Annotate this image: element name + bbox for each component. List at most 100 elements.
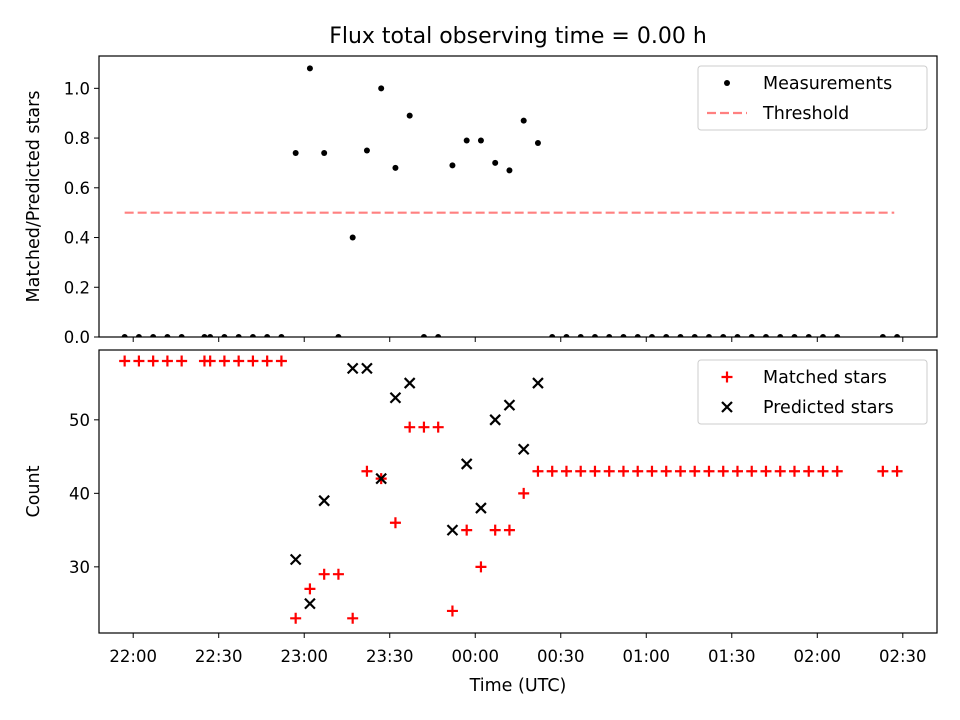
xtick-label: 22:00 <box>109 647 157 666</box>
matched-stars-point <box>817 465 829 477</box>
matched-stars-point <box>432 421 444 433</box>
matched-stars-point <box>218 355 230 367</box>
top-ytick-label: 0.4 <box>64 229 90 248</box>
matched-stars-point <box>233 355 245 367</box>
measurements-point <box>435 334 442 337</box>
matched-stars-point <box>632 465 644 477</box>
measurements-point <box>720 334 727 337</box>
measurements-point <box>150 334 157 337</box>
measurements-point <box>463 137 470 144</box>
matched-stars-point <box>703 465 715 477</box>
matched-stars-point <box>461 524 473 536</box>
bottom-ytick-label: 50 <box>69 411 90 430</box>
bottom-legend-box <box>697 359 928 425</box>
matched-stars-point <box>261 355 273 367</box>
measurements-point <box>506 167 513 174</box>
matched-stars-point <box>831 465 843 477</box>
top-ytick-label: 0.0 <box>64 328 90 347</box>
measurements-point <box>292 149 299 156</box>
predicted-stars-point <box>517 443 530 456</box>
measurements-point <box>748 334 755 337</box>
predicted-stars-legend-swatch <box>721 401 733 413</box>
top-data-area <box>121 65 901 337</box>
predicted-stars-point <box>532 377 544 389</box>
measurements-point <box>663 334 670 337</box>
predicted-stars-point <box>304 597 316 610</box>
measurements-point <box>648 334 655 337</box>
matched-stars-point <box>133 355 145 367</box>
measurements-point <box>135 334 142 337</box>
matched-stars-point <box>646 465 658 477</box>
xtick-label: 22:30 <box>195 647 243 666</box>
matched-stars-point <box>247 355 259 367</box>
matched-stars-point <box>803 465 815 477</box>
measurements-point <box>278 334 285 337</box>
matched-stars-point <box>532 465 544 477</box>
measurements-point <box>534 140 541 147</box>
top-ytick-label: 0.2 <box>64 278 90 297</box>
matched-stars-point <box>731 465 743 477</box>
matched-stars-point <box>418 421 430 433</box>
predicted-stars-point <box>318 494 330 507</box>
predicted-stars-point <box>503 399 516 411</box>
chart-title: Flux total observing time = 0.00 h <box>329 24 707 49</box>
matched-stars-point <box>560 465 572 477</box>
matched-stars-point <box>304 583 316 595</box>
matched-stars-point <box>489 524 501 536</box>
bottom-y-axis-label: Count <box>24 465 44 517</box>
matched-stars-point <box>119 355 131 367</box>
measurements-point <box>819 334 826 337</box>
measurements-point <box>306 65 313 72</box>
matched-stars-point <box>446 605 458 617</box>
measurements-point <box>805 334 812 337</box>
measurements-point <box>201 334 208 337</box>
top-legend-box <box>697 65 928 131</box>
matched-stars-legend-label: Matched stars <box>763 368 887 388</box>
matched-stars-point <box>332 568 344 580</box>
predicted-stars-point <box>475 502 487 514</box>
matched-stars-point <box>147 355 159 367</box>
xtick-label: 02:30 <box>879 647 927 666</box>
measurements-point <box>577 334 584 337</box>
matched-stars-point <box>689 465 701 477</box>
matched-stars-point <box>760 465 772 477</box>
bottom-panel: 30 40 50 22:00 22:30 23:00 23:30 00:00 00:30 01:0… <box>24 349 938 696</box>
measurements-point <box>392 164 399 171</box>
matched-stars-point <box>318 568 330 580</box>
measurements-point <box>406 112 413 119</box>
x-axis-label: Time (UTC) <box>469 676 567 696</box>
matched-stars-point <box>575 465 587 477</box>
measurements-point <box>677 334 684 337</box>
measurements-point <box>207 334 214 337</box>
measurements-point <box>477 137 484 144</box>
matched-stars-point <box>603 465 615 477</box>
predicted-stars-point <box>346 362 359 375</box>
measurements-point <box>235 334 242 337</box>
measurements-legend-swatch <box>724 80 730 86</box>
measurements-point <box>834 334 841 337</box>
matched-stars-point <box>475 561 487 573</box>
xtick-label: 00:00 <box>451 647 499 666</box>
bottom-data-area <box>119 355 903 624</box>
matched-stars-point <box>674 465 686 477</box>
predicted-stars-point <box>375 472 387 485</box>
measurements-point <box>449 162 456 169</box>
predicted-stars-point <box>361 362 373 375</box>
bottom-axes-frame <box>98 349 938 634</box>
predicted-stars-point <box>403 377 416 389</box>
predicted-stars-point <box>446 524 459 536</box>
measurements-point <box>791 334 798 337</box>
measurements-legend-label: Measurements <box>763 74 892 94</box>
measurements-point <box>249 334 256 337</box>
matched-stars-point <box>204 355 216 367</box>
measurements-point <box>221 334 228 337</box>
matched-stars-point <box>589 465 601 477</box>
measurements-point <box>492 159 499 166</box>
top-y-axis-label: Matched/Predicted stars <box>24 91 44 303</box>
measurements-point <box>762 334 769 337</box>
predicted-stars-point <box>489 414 501 426</box>
predicted-stars-point <box>289 553 302 566</box>
matched-stars-point <box>617 465 629 477</box>
matched-stars-point <box>161 355 173 367</box>
